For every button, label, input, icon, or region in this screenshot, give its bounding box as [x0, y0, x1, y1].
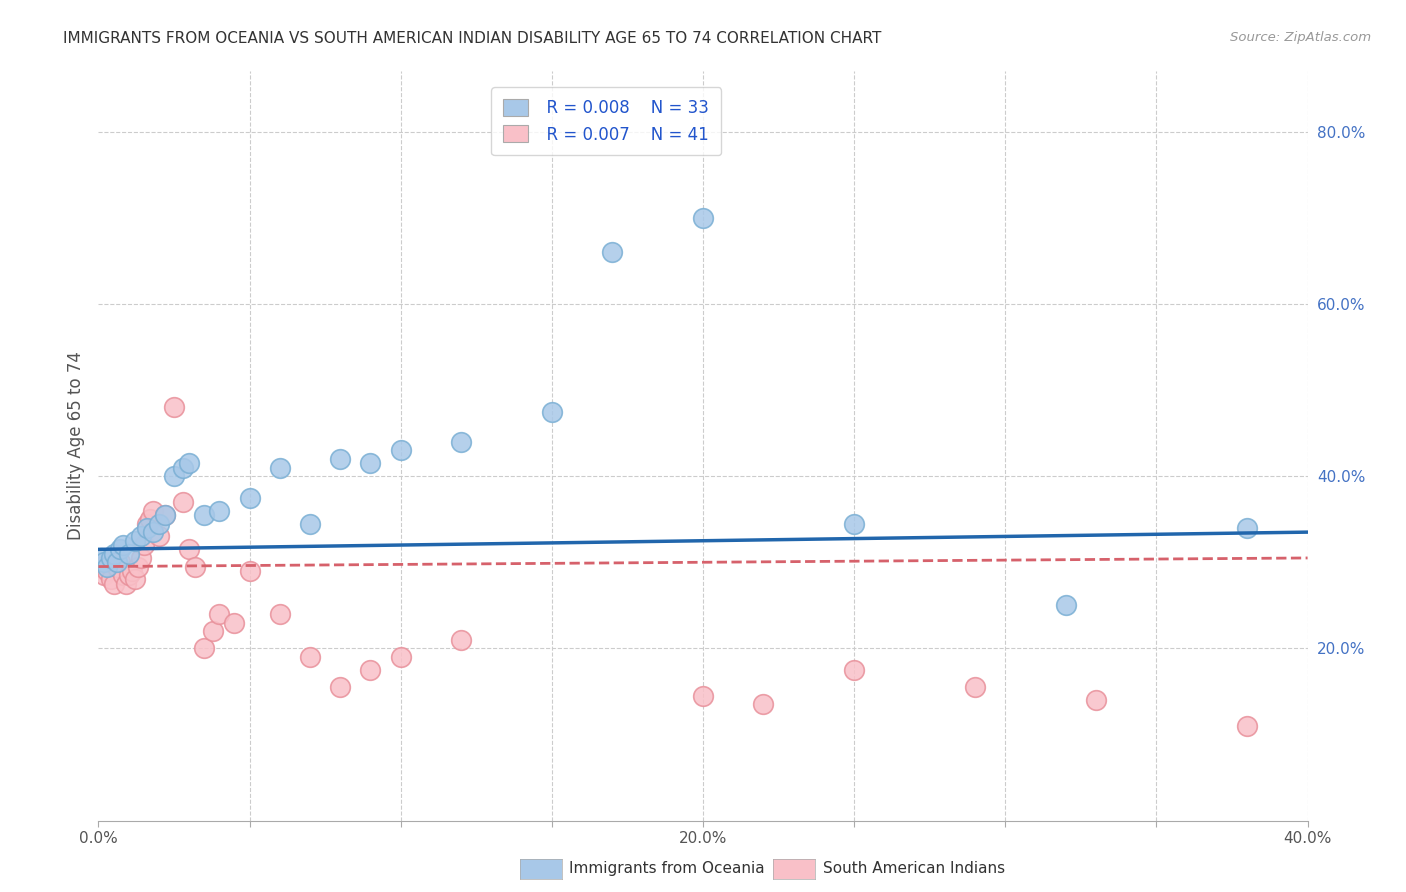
Point [360, 663, 382, 677]
Legend:   R = 0.008    N = 33,   R = 0.007    N = 41: R = 0.008 N = 33, R = 0.007 N = 41 [492, 87, 721, 155]
Point [1085, 693, 1108, 707]
Point [239, 564, 262, 578]
Point [105, 555, 128, 569]
Point [118, 568, 141, 582]
Point [103, 576, 125, 591]
Point [208, 607, 231, 621]
Point [179, 542, 201, 557]
Point [103, 547, 125, 561]
Point [100, 573, 122, 587]
Point [202, 624, 225, 639]
Point [193, 641, 215, 656]
Point [90, 559, 112, 574]
Y-axis label: Disability Age 65 to 74: Disability Age 65 to 74 [66, 351, 84, 541]
Point [239, 491, 262, 505]
Point [602, 245, 624, 260]
Point [118, 547, 141, 561]
Text: South American Indians: South American Indians [823, 862, 1005, 876]
Point [965, 680, 987, 694]
Point [1236, 719, 1258, 733]
Point [93, 568, 115, 582]
Point [124, 533, 146, 548]
Point [108, 555, 131, 569]
Point [139, 512, 162, 526]
Point [129, 529, 152, 543]
Point [844, 663, 866, 677]
Point [299, 516, 322, 531]
Point [148, 529, 170, 543]
Point [114, 576, 136, 591]
Point [163, 401, 186, 415]
Point [193, 508, 215, 522]
Text: IMMIGRANTS FROM OCEANIA VS SOUTH AMERICAN INDIAN DISABILITY AGE 65 TO 74 CORRELA: IMMIGRANTS FROM OCEANIA VS SOUTH AMERICA… [63, 31, 882, 46]
Point [132, 538, 155, 552]
Point [224, 615, 246, 630]
Point [752, 698, 775, 712]
Point [153, 508, 176, 522]
Point [269, 460, 291, 475]
Point [127, 559, 149, 574]
Point [1236, 521, 1258, 535]
Point [450, 632, 472, 647]
Point [360, 456, 382, 470]
Point [100, 551, 122, 566]
Point [153, 508, 176, 522]
Point [142, 503, 165, 517]
Point [135, 521, 157, 535]
Point [124, 573, 146, 587]
Point [142, 525, 165, 540]
Point [129, 551, 152, 566]
Point [111, 568, 134, 582]
Point [121, 564, 143, 578]
Point [135, 516, 157, 531]
Point [208, 503, 231, 517]
Point [179, 456, 201, 470]
Point [93, 555, 115, 569]
Point [105, 559, 128, 574]
Point [269, 607, 291, 621]
Point [329, 680, 352, 694]
Point [450, 434, 472, 449]
Point [163, 469, 186, 483]
Point [90, 551, 112, 566]
Point [329, 451, 352, 466]
Text: Immigrants from Oceania: Immigrants from Oceania [569, 862, 765, 876]
Point [389, 650, 412, 665]
Point [172, 495, 194, 509]
Point [299, 650, 322, 665]
Text: Source: ZipAtlas.com: Source: ZipAtlas.com [1230, 31, 1371, 45]
Point [1054, 599, 1077, 613]
Point [111, 538, 134, 552]
Point [172, 460, 194, 475]
Point [389, 443, 412, 458]
Point [844, 516, 866, 531]
Point [540, 404, 562, 418]
Point [96, 564, 118, 578]
Point [692, 211, 714, 225]
Point [108, 542, 131, 557]
Point [692, 689, 714, 703]
Point [184, 559, 207, 574]
Point [96, 559, 118, 574]
Point [148, 516, 170, 531]
